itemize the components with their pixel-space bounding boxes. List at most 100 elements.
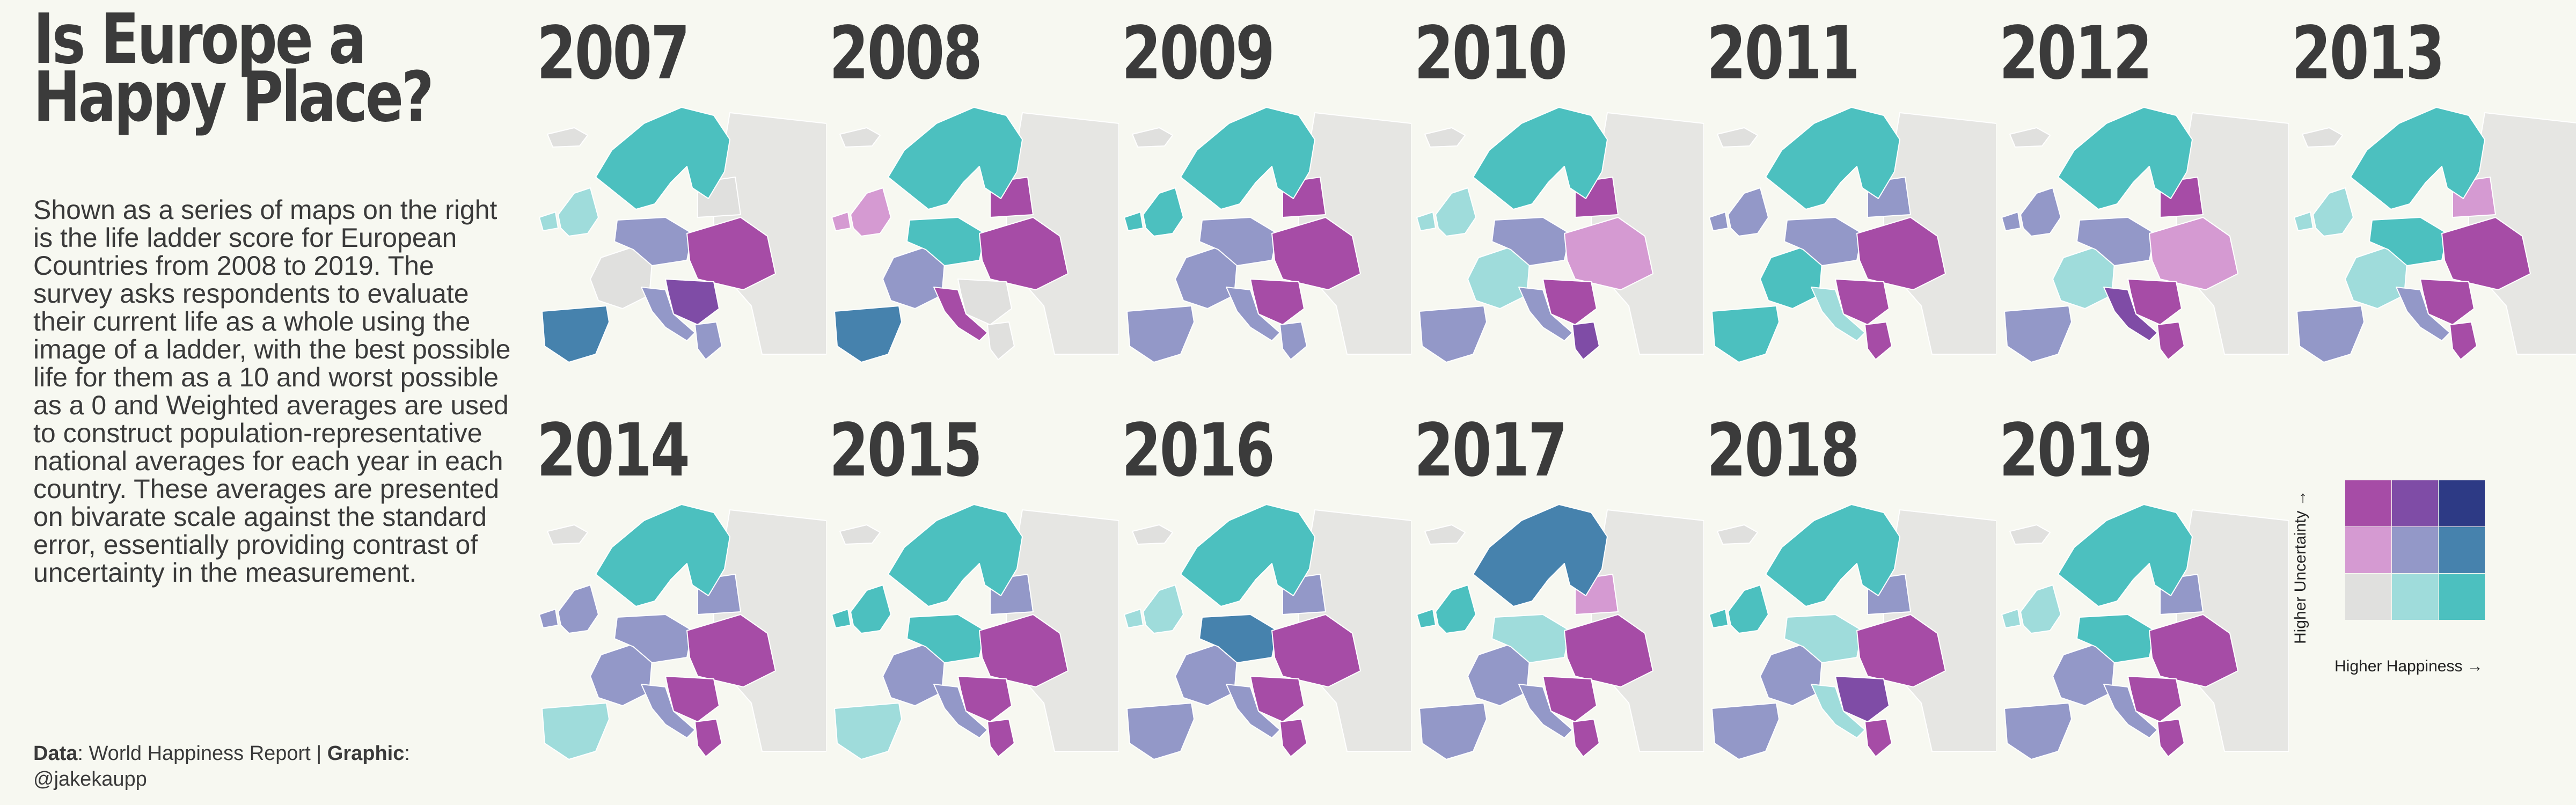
- map-panel-2019: 2019: [1999, 411, 2289, 760]
- region-land-2016: [1298, 509, 1411, 752]
- map-2008: [831, 107, 1119, 363]
- region-eastern-2013: [2441, 217, 2531, 290]
- region-iceland-2015: [839, 524, 881, 545]
- region-eastern-2019: [2149, 614, 2238, 687]
- map-panel-2010: 2010: [1414, 11, 1704, 363]
- region-central-2012: [2076, 217, 2155, 266]
- region-land-2011: [1883, 112, 1996, 355]
- year-label-2008: 2008: [829, 11, 983, 96]
- region-nordic-2008: [888, 107, 1023, 210]
- region-land-2019: [2176, 509, 2289, 752]
- year-label-2014: 2014: [537, 408, 690, 493]
- region-iberia-2016: [1126, 702, 1195, 760]
- year-label-2010: 2010: [1414, 11, 1568, 96]
- region-uk-ireland-2018: [1709, 584, 1769, 634]
- region-iceland-2010: [1424, 127, 1466, 148]
- legend-cell-0-1: [2392, 480, 2438, 526]
- map-panel-2014: 2014: [537, 408, 826, 760]
- region-nordic-2010: [1473, 107, 1608, 210]
- region-nordic-2009: [1180, 107, 1315, 210]
- region-uk-ireland-2017: [1416, 584, 1476, 634]
- region-iberia-2019: [2004, 702, 2072, 760]
- region-greece-2018: [1864, 719, 1892, 757]
- map-panel-2008: 2008: [829, 11, 1119, 363]
- map-2012: [2001, 107, 2289, 363]
- region-eastern-2009: [1271, 217, 1361, 290]
- region-central-2017: [1491, 614, 1570, 663]
- region-central-2009: [1199, 217, 1278, 266]
- map-2014: [539, 504, 826, 760]
- region-land-2008: [1006, 112, 1119, 355]
- region-iberia-2009: [1126, 305, 1195, 363]
- region-iberia-2011: [1711, 305, 1780, 363]
- region-iceland-2007: [547, 127, 588, 148]
- legend-cell-1-2: [2439, 527, 2485, 573]
- year-label-2011: 2011: [1707, 11, 1860, 96]
- region-italy-2008: [933, 287, 988, 341]
- map-panel-2012: 2012: [1999, 13, 2289, 363]
- region-iberia-2008: [834, 305, 902, 363]
- region-italy-2018: [1811, 684, 1865, 738]
- year-label-2007: 2007: [537, 11, 690, 96]
- map-2010: [1416, 107, 1704, 363]
- region-uk-ireland-2011: [1709, 187, 1769, 237]
- credits-data-source: World Happiness Report: [89, 742, 311, 765]
- region-greece-2013: [2449, 321, 2477, 360]
- region-central-2014: [614, 614, 693, 663]
- region-iberia-2017: [1419, 702, 1487, 760]
- region-iceland-2019: [2009, 524, 2051, 545]
- region-greece-2015: [987, 719, 1015, 757]
- region-central-2019: [2076, 614, 2155, 663]
- region-uk-ireland-2008: [831, 187, 891, 237]
- map-2016: [1124, 504, 1411, 760]
- region-land-2010: [1591, 112, 1704, 355]
- region-iceland-2011: [1717, 127, 1758, 148]
- region-central-2008: [906, 217, 985, 266]
- region-greece-2009: [1279, 321, 1307, 360]
- region-nordic-2019: [2058, 504, 2193, 607]
- map-2009: [1124, 107, 1411, 363]
- legend-cell-2-0: [2345, 574, 2391, 620]
- year-label-2016: 2016: [1122, 408, 1275, 493]
- region-eastern-2017: [1564, 614, 1653, 687]
- region-nordic-2007: [595, 107, 730, 210]
- region-italy-2019: [2103, 684, 2158, 738]
- region-central-2018: [1784, 614, 1863, 663]
- region-iberia-2010: [1419, 305, 1487, 363]
- map-panel-2009: 2009: [1122, 13, 1411, 363]
- region-central-2016: [1199, 614, 1278, 663]
- region-central-2015: [906, 614, 985, 663]
- map-panel-2013: 2013: [2292, 13, 2576, 363]
- region-eastern-2015: [979, 614, 1069, 687]
- legend-cell-2-2: [2439, 574, 2485, 620]
- region-italy-2011: [1811, 287, 1865, 341]
- region-uk-ireland-2010: [1416, 187, 1476, 237]
- region-greece-2019: [2157, 719, 2185, 757]
- region-italy-2014: [641, 684, 696, 738]
- region-iberia-2018: [1711, 702, 1780, 760]
- map-2018: [1709, 504, 1996, 760]
- legend-cell-2-1: [2392, 574, 2438, 620]
- region-central-2011: [1784, 217, 1863, 266]
- region-nordic-2013: [2350, 107, 2485, 210]
- map-panel-2011: 2011: [1707, 11, 1996, 363]
- region-land-2014: [713, 509, 826, 752]
- region-iberia-2015: [834, 702, 902, 760]
- map-2017: [1416, 504, 1704, 760]
- map-panel-2016: 2016: [1122, 408, 1411, 760]
- region-nordic-2015: [888, 504, 1023, 607]
- region-nordic-2011: [1765, 107, 1900, 210]
- region-italy-2016: [1226, 684, 1280, 738]
- region-greece-2014: [694, 719, 722, 757]
- region-eastern-2007: [686, 217, 776, 290]
- legend-cell-0-0: [2345, 480, 2391, 526]
- region-uk-ireland-2019: [2001, 584, 2061, 634]
- region-nordic-2012: [2058, 107, 2193, 210]
- region-nordic-2018: [1765, 504, 1900, 607]
- region-land-2009: [1298, 112, 1411, 355]
- region-land-2007: [713, 112, 826, 355]
- region-eastern-2010: [1564, 217, 1653, 290]
- credits-graphic-author: @jakekaupp: [33, 768, 147, 791]
- region-italy-2013: [2396, 287, 2450, 341]
- region-uk-ireland-2015: [831, 584, 891, 634]
